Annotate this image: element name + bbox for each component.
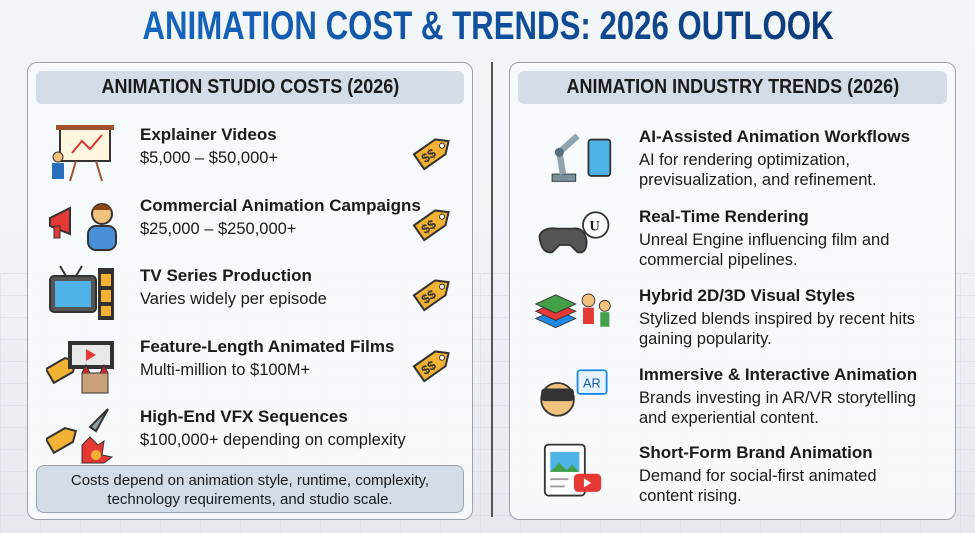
- trend-item-ai: AI-Assisted Animation Workflows AI for re…: [510, 125, 955, 191]
- item-title: TV Series Production: [140, 266, 312, 285]
- trend-item-realtime: U Real-Time Rendering Unreal Engine influ…: [510, 205, 955, 271]
- item-cost: $25,000 – $250,000+: [140, 220, 297, 238]
- presentation-board-icon: [52, 125, 114, 182]
- price-tag-icon: $$: [412, 279, 450, 312]
- item-cost: Multi-million to $100M+: [140, 361, 311, 379]
- trend-item-immersive: AR Immersive & Interactive Animation Bran…: [510, 363, 955, 429]
- item-title: Feature-Length Animated Films: [140, 337, 395, 356]
- price-tag-icon: $$: [412, 138, 450, 171]
- item-title: Commercial Animation Campaigns: [140, 196, 421, 215]
- item-title: Short-Form Brand Animation: [639, 443, 873, 462]
- item-title: Real-Time Rendering: [639, 207, 809, 226]
- item-title: AI-Assisted Animation Workflows: [639, 127, 911, 146]
- item-detail: Unreal Engine influencing film and commer…: [639, 231, 890, 269]
- cost-item-explainer: Explainer Videos $5,000 – $50,000+ $$: [28, 123, 472, 189]
- film-castle-icon: [46, 341, 114, 394]
- layers-characters-icon: [534, 293, 611, 329]
- industry-trends-panel: ANIMATION INDUSTRY TRENDS (2026) AI-Assi…: [509, 62, 956, 520]
- item-cost: $5,000 – $50,000+: [140, 149, 279, 167]
- svg-text:AR: AR: [583, 376, 601, 391]
- page-title: ANIMATION COST & TRENDS: 2026 OUTLOOK: [141, 4, 834, 48]
- cost-item-commercial: Commercial Animation Campaigns $25,000 – …: [28, 194, 472, 260]
- item-detail: Stylized blends inspired by recent hits g…: [639, 310, 916, 348]
- panel-heading: ANIMATION INDUSTRY TRENDS (2026): [518, 71, 947, 104]
- cost-item-vfx: High-End VFX Sequences $100,000+ dependin…: [28, 405, 472, 471]
- rocket-explosion-icon: [46, 408, 114, 464]
- item-title: Explainer Videos: [140, 125, 277, 144]
- item-detail: AI for rendering optimization, previsuali…: [639, 151, 877, 189]
- megaphone-person-icon: [49, 203, 117, 251]
- item-title: Hybrid 2D/3D Visual Styles: [639, 286, 856, 305]
- trend-item-hybrid: Hybrid 2D/3D Visual Styles Stylized blend…: [510, 284, 955, 350]
- item-cost: $100,000+ depending on complexity: [140, 431, 406, 449]
- svg-text:U: U: [589, 218, 600, 234]
- vr-headset-icon: AR: [540, 369, 608, 417]
- item-title: High-End VFX Sequences: [140, 407, 348, 426]
- tv-film-icon: [49, 265, 114, 320]
- item-detail: Demand for social-first animated content …: [639, 467, 877, 505]
- panel-heading: ANIMATION STUDIO COSTS (2026): [36, 71, 464, 104]
- divider: [491, 62, 493, 517]
- studio-costs-panel: ANIMATION STUDIO COSTS (2026) Explainer …: [27, 62, 473, 520]
- item-title: Immersive & Interactive Animation: [639, 365, 918, 384]
- trend-item-short-form: Short-Form Brand Animation Demand for soc…: [510, 441, 955, 507]
- social-video-icon: [543, 443, 602, 497]
- cost-note: Costs depend on animation style, runtime…: [36, 465, 464, 513]
- cost-item-tv-series: TV Series Production Varies widely per ep…: [28, 264, 472, 330]
- cost-item-feature-film: Feature-Length Animated Films Multi-milli…: [28, 335, 472, 401]
- price-tag-icon: $$: [412, 350, 450, 383]
- gamepad-unreal-icon: U: [538, 211, 610, 254]
- item-detail: Brands investing in AR/VR storytelling an…: [639, 389, 916, 427]
- item-cost: Varies widely per episode: [140, 290, 327, 308]
- price-tag-icon: $$: [412, 209, 450, 242]
- robot-arm-tablet-icon: [551, 133, 612, 182]
